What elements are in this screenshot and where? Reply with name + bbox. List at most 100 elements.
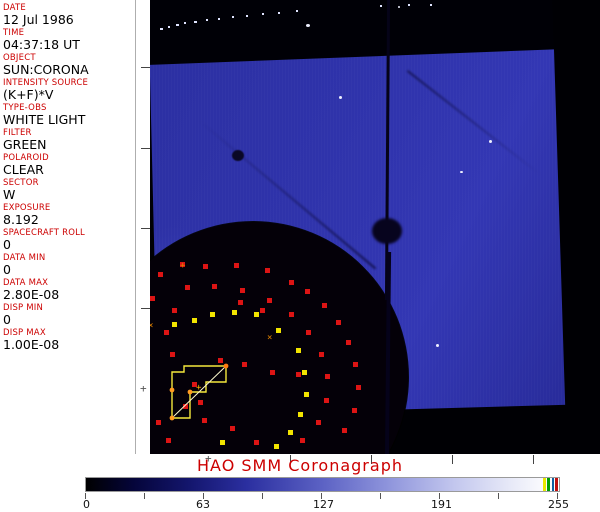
star-point — [436, 344, 439, 347]
metadata-label: DATA MAX — [3, 278, 49, 288]
axis-tick-left — [141, 148, 150, 149]
axis-crosshair-left: + — [140, 382, 147, 395]
metadata-value: 0 — [3, 262, 11, 277]
axis-tick-bottom — [452, 455, 453, 464]
colorbar-tick — [321, 493, 322, 499]
metadata-value: SUN:CORONA — [3, 62, 89, 77]
colorbar-tick — [262, 493, 263, 499]
overlay-marker-red — [158, 272, 163, 277]
overlay-marker-yellow — [172, 322, 177, 327]
rim-sparkle — [176, 24, 179, 26]
overlay-marker-red — [238, 300, 243, 305]
overlay-marker-red — [180, 262, 185, 267]
star-point — [306, 24, 310, 27]
rim-sparkle — [194, 21, 197, 23]
metadata-value: 0 — [3, 237, 11, 252]
metadata-field-spacecraft-roll: SPACECRAFT ROLL 0 — [3, 228, 135, 252]
overlay-marker-red — [202, 418, 207, 423]
overlay-marker-red — [254, 440, 259, 445]
sun-centre-occultation — [372, 218, 402, 244]
overlay-marker-yellow — [302, 370, 307, 375]
rim-sparkle — [160, 28, 163, 30]
overlay-marker-red — [185, 285, 190, 290]
metadata-sidebar: DATE 12 Jul 1986 TIME 04:37:18 UT OBJECT… — [0, 0, 136, 454]
overlay-marker-red — [296, 372, 301, 377]
overlay-marker-red — [212, 284, 217, 289]
colorbar-tick-label: 255 — [548, 498, 569, 511]
axis-tick-bottom — [533, 455, 534, 464]
overlay-marker-cross: × — [267, 333, 273, 343]
colorbar[interactable] — [85, 477, 560, 492]
metadata-field-disp-min: DISP MIN 0 — [3, 303, 135, 327]
overlay-marker-red — [324, 398, 329, 403]
rim-sparkle — [168, 26, 170, 28]
overlay-marker-yellow — [232, 310, 237, 315]
colorbar-tick-label: 127 — [313, 498, 334, 511]
metadata-field-polaroid: POLAROID CLEAR — [3, 153, 135, 177]
overlay-marker-red — [164, 330, 169, 335]
colorbar-labels: 0 63 127 191 255 — [0, 498, 600, 512]
overlay-marker-red — [218, 358, 223, 363]
overlay-marker-yellow — [254, 312, 259, 317]
rim-sparkle — [206, 19, 208, 21]
metadata-value: 0 — [3, 312, 11, 327]
overlay-marker-red — [156, 420, 161, 425]
metadata-value: 04:37:18 UT — [3, 37, 80, 52]
overlay-marker-red — [203, 264, 208, 269]
overlay-marker-cross: + — [180, 261, 186, 271]
overlay-marker-red — [166, 438, 171, 443]
overlay-marker-red — [342, 428, 347, 433]
metadata-field-exposure: EXPOSURE 8.192 — [3, 203, 135, 227]
overlay-marker-yellow — [276, 328, 281, 333]
overlay-marker-red — [305, 289, 310, 294]
metadata-field-type-obs: TYPE-OBS WHITE LIGHT — [3, 103, 135, 127]
metadata-field-date: DATE 12 Jul 1986 — [3, 3, 135, 27]
metadata-field-sector: SECTOR W — [3, 178, 135, 202]
overlay-marker-red — [325, 374, 330, 379]
colorbar-tick — [203, 493, 204, 499]
metadata-label: OBJECT — [3, 53, 36, 63]
colorbar-tick-label: 63 — [196, 498, 210, 511]
colorbar-gradient — [86, 478, 559, 491]
overlay-marker-red — [356, 385, 361, 390]
metadata-field-filter: FILTER GREEN — [3, 128, 135, 152]
colorbar-ticks — [85, 493, 560, 500]
axis-tick-left — [141, 308, 150, 309]
overlay-marker-yellow — [304, 392, 309, 397]
rim-sparkle — [278, 12, 280, 14]
overlay-marker-yellow — [210, 312, 215, 317]
metadata-field-data-max: DATA MAX 2.80E-08 — [3, 278, 135, 302]
coronagraph-image[interactable]: × × + + — [150, 0, 600, 454]
metadata-label: DATA MIN — [3, 253, 46, 263]
colorbar-red-band — [555, 478, 558, 491]
star-point — [489, 140, 492, 143]
metadata-label: DATE — [3, 3, 26, 13]
page-title: HAO SMM Coronagraph — [197, 456, 403, 475]
overlay-marker-yellow — [192, 318, 197, 323]
metadata-label: POLAROID — [3, 153, 49, 163]
overlay-marker-red — [270, 370, 275, 375]
rim-sparkle — [408, 4, 410, 6]
overlay-marker-red — [198, 400, 203, 405]
overlay-marker-red — [183, 404, 188, 409]
rim-sparkle — [430, 4, 432, 6]
dark-artifact-spot — [232, 150, 244, 161]
overlay-marker-yellow — [220, 440, 225, 445]
metadata-value: 8.192 — [3, 212, 39, 227]
rim-sparkle — [296, 10, 298, 12]
metadata-value: 1.00E-08 — [3, 337, 60, 352]
colorbar-tick — [380, 493, 381, 499]
overlay-marker-red — [150, 296, 155, 301]
metadata-field-disp-max: DISP MAX 1.00E-08 — [3, 328, 135, 352]
overlay-marker-red — [346, 340, 351, 345]
metadata-field-intensity-source: INTENSITY SOURCE (K+F)*V — [3, 78, 135, 102]
axis-tick-left — [141, 67, 150, 68]
rim-sparkle — [246, 15, 248, 17]
metadata-field-time: TIME 04:37:18 UT — [3, 28, 135, 52]
overlay-marker-red — [267, 298, 272, 303]
overlay-marker-red — [352, 408, 357, 413]
metadata-label: DISP MIN — [3, 303, 44, 313]
metadata-field-object: OBJECT SUN:CORONA — [3, 53, 135, 77]
overlay-marker-red — [316, 420, 321, 425]
